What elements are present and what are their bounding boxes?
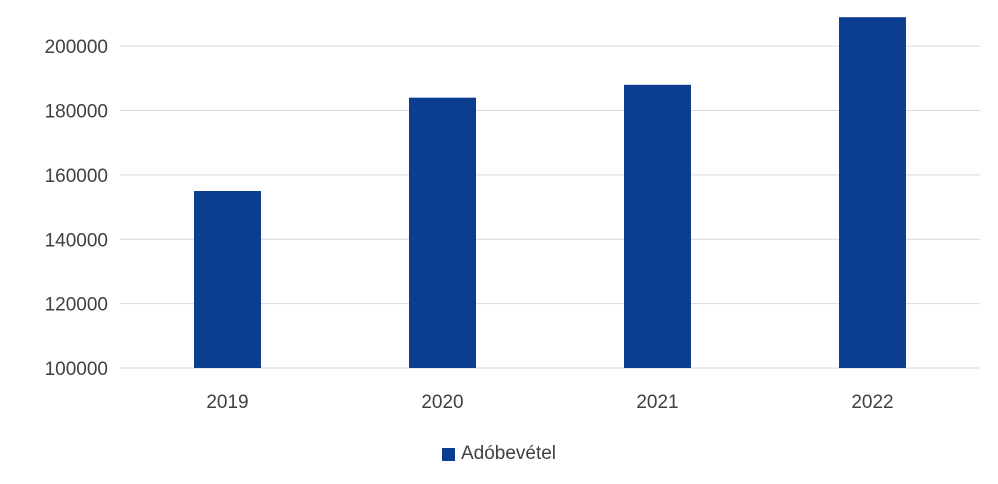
y-tick-label: 100000	[45, 359, 108, 380]
y-tick-label: 120000	[45, 295, 108, 316]
y-tick-label: 200000	[45, 37, 108, 58]
y-axis-ticks: 100000 120000 140000 160000 180000 200000	[45, 37, 108, 380]
legend-swatch	[441, 447, 455, 461]
bar-2021	[624, 84, 691, 369]
x-tick-label: 2021	[636, 392, 678, 413]
y-tick-label: 140000	[45, 230, 108, 251]
bar-2019	[194, 191, 261, 368]
x-tick-label: 2020	[421, 392, 463, 413]
x-tick-label: 2019	[206, 392, 248, 413]
bar-2020	[409, 97, 476, 368]
bar-chart: 100000 120000 140000 160000 180000 200000 201…	[45, 17, 980, 413]
bars	[194, 17, 906, 369]
x-axis-ticks: 2019 2020 2021 2022	[206, 392, 893, 413]
grid-lines	[120, 45, 980, 369]
bar-2022	[839, 17, 906, 369]
x-tick-label: 2022	[851, 392, 893, 413]
legend-label-adobevetel: Adóbevétel	[460, 443, 557, 464]
y-tick-label: 160000	[45, 166, 108, 187]
y-tick-label: 180000	[45, 102, 108, 123]
legend: Adóbevétel	[0, 440, 998, 468]
